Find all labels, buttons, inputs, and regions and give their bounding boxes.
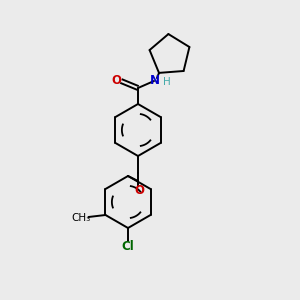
Text: O: O [134,184,144,197]
Text: CH₃: CH₃ [72,213,91,223]
Text: N: N [150,74,160,86]
Text: Cl: Cl [122,241,134,254]
Text: O: O [111,74,121,86]
Text: H: H [163,77,171,87]
